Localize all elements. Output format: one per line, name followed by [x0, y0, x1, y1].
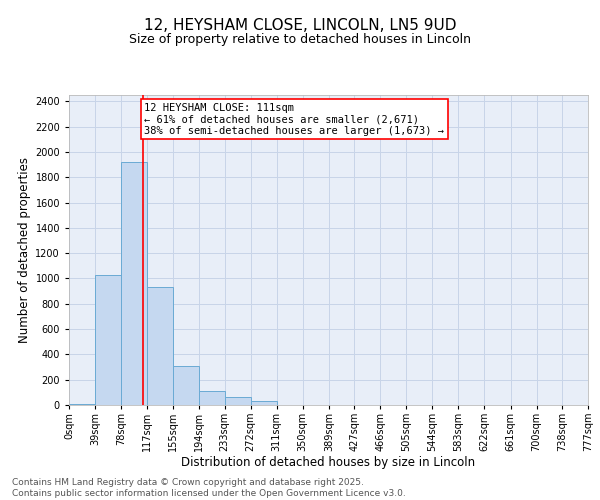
Text: 12, HEYSHAM CLOSE, LINCOLN, LN5 9UD: 12, HEYSHAM CLOSE, LINCOLN, LN5 9UD — [144, 18, 456, 32]
Bar — [69, 404, 95, 405]
Bar — [199, 391, 224, 405]
Bar — [173, 366, 199, 405]
Text: 12 HEYSHAM CLOSE: 111sqm
← 61% of detached houses are smaller (2,671)
38% of sem: 12 HEYSHAM CLOSE: 111sqm ← 61% of detach… — [145, 102, 445, 136]
Text: Contains HM Land Registry data © Crown copyright and database right 2025.
Contai: Contains HM Land Registry data © Crown c… — [12, 478, 406, 498]
Bar — [95, 274, 121, 405]
Text: Size of property relative to detached houses in Lincoln: Size of property relative to detached ho… — [129, 32, 471, 46]
Bar — [224, 398, 251, 405]
Bar — [121, 162, 147, 405]
Y-axis label: Number of detached properties: Number of detached properties — [18, 157, 31, 343]
Bar — [251, 400, 277, 405]
Bar — [147, 288, 173, 405]
X-axis label: Distribution of detached houses by size in Lincoln: Distribution of detached houses by size … — [181, 456, 476, 468]
